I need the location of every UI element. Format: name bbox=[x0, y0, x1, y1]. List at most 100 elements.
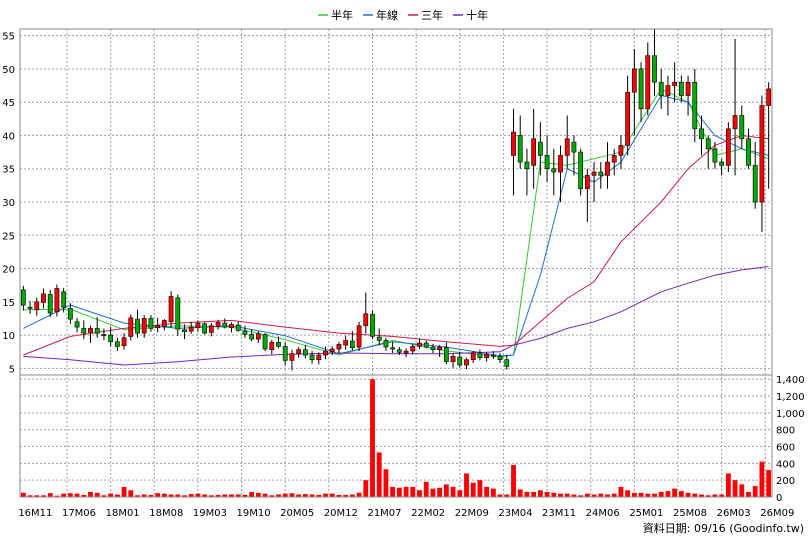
chart-grid bbox=[20, 29, 772, 497]
candle bbox=[34, 297, 40, 316]
candle bbox=[349, 331, 355, 351]
volume-tick-label: 1,000 bbox=[776, 409, 805, 420]
volume-bar bbox=[329, 493, 335, 497]
volume-bar bbox=[652, 493, 657, 497]
candle bbox=[578, 148, 584, 196]
candle bbox=[450, 353, 456, 368]
candle-body bbox=[537, 141, 543, 156]
candle bbox=[517, 115, 523, 169]
volume-bar bbox=[215, 494, 221, 497]
candle-body bbox=[88, 328, 93, 333]
candle-body bbox=[215, 322, 221, 327]
volume-bar bbox=[161, 493, 167, 497]
volume-bar bbox=[558, 493, 563, 497]
candle-body bbox=[578, 151, 584, 189]
candle bbox=[631, 48, 637, 136]
volume-bar bbox=[376, 452, 382, 497]
candle bbox=[504, 355, 510, 370]
candle bbox=[363, 292, 369, 334]
legend-label: 三年 bbox=[421, 8, 443, 22]
volume-bar bbox=[578, 495, 584, 497]
candle bbox=[94, 317, 100, 338]
candle bbox=[417, 338, 422, 350]
candle bbox=[88, 325, 93, 344]
candle-body bbox=[114, 341, 120, 347]
candle-body bbox=[101, 334, 107, 337]
volume-bar bbox=[343, 494, 349, 497]
candle-body bbox=[692, 81, 698, 130]
volume-bar bbox=[262, 493, 268, 497]
candle bbox=[477, 349, 483, 361]
candle bbox=[396, 347, 402, 356]
candle-body bbox=[652, 55, 657, 83]
candle bbox=[222, 318, 228, 329]
candle bbox=[403, 348, 409, 358]
candle bbox=[437, 345, 443, 358]
candle-body bbox=[497, 356, 503, 360]
candle bbox=[511, 108, 516, 196]
price-tick-label: 50 bbox=[2, 65, 15, 76]
candle-body bbox=[430, 346, 436, 351]
candle bbox=[591, 162, 597, 202]
candle bbox=[114, 337, 120, 352]
candle-body bbox=[732, 115, 738, 130]
volume-bar bbox=[477, 480, 483, 497]
price-tick-label: 55 bbox=[2, 32, 15, 43]
source-note: 資料日期: 09/16 (Goodinfo.tw) bbox=[643, 521, 804, 535]
candle bbox=[497, 353, 503, 364]
volume-bar bbox=[396, 487, 402, 497]
candle bbox=[746, 128, 751, 169]
volume-bar bbox=[108, 493, 114, 497]
candle-body bbox=[363, 313, 369, 327]
volume-bar bbox=[611, 493, 617, 497]
candle bbox=[685, 75, 691, 116]
volume-bar bbox=[74, 493, 80, 497]
candle-body bbox=[658, 81, 664, 96]
candle-body bbox=[269, 342, 275, 351]
volume-series bbox=[20, 379, 772, 497]
volume-bar bbox=[370, 379, 375, 497]
volume-bar bbox=[222, 494, 228, 497]
candle bbox=[584, 168, 590, 222]
candle-body bbox=[282, 346, 288, 361]
candle-body bbox=[766, 88, 772, 106]
volume-bar bbox=[135, 495, 140, 497]
candle-body bbox=[712, 148, 718, 163]
candle-body bbox=[356, 325, 362, 348]
volume-bar bbox=[195, 493, 201, 497]
candle bbox=[739, 105, 745, 149]
volume-bar bbox=[511, 465, 516, 497]
volume-bar bbox=[323, 493, 328, 497]
candle bbox=[719, 158, 725, 176]
candle-body bbox=[484, 354, 490, 359]
candle bbox=[47, 289, 53, 318]
volume-tick-label: 800 bbox=[776, 426, 795, 437]
candle bbox=[20, 285, 26, 311]
candle-body bbox=[672, 81, 678, 86]
candle bbox=[611, 148, 617, 176]
candle-body bbox=[517, 135, 523, 163]
candle bbox=[665, 75, 671, 116]
candle bbox=[443, 342, 449, 365]
candle-body bbox=[605, 161, 610, 176]
time-tick-label: 21M07 bbox=[367, 508, 401, 519]
candle-body bbox=[699, 128, 704, 140]
candle-body bbox=[316, 354, 322, 360]
time-tick-label: 18M01 bbox=[106, 508, 140, 519]
volume-bar bbox=[94, 492, 100, 497]
volume-bar bbox=[316, 494, 322, 497]
volume-bar bbox=[490, 488, 496, 497]
candle-body bbox=[410, 346, 416, 352]
price-tick-label: 20 bbox=[2, 265, 15, 276]
candle bbox=[423, 340, 429, 349]
candle bbox=[296, 347, 302, 358]
volume-bar bbox=[155, 493, 161, 497]
candle bbox=[195, 320, 201, 332]
price-axis: 5 10 15 20 25 30 35 40 45 50 55 bbox=[2, 32, 15, 376]
candle bbox=[81, 320, 87, 340]
volume-bar bbox=[410, 486, 416, 497]
candle-body bbox=[141, 318, 147, 334]
volume-bar bbox=[356, 492, 362, 497]
candle-body bbox=[739, 115, 745, 140]
time-tick-label: 17M06 bbox=[62, 508, 96, 519]
